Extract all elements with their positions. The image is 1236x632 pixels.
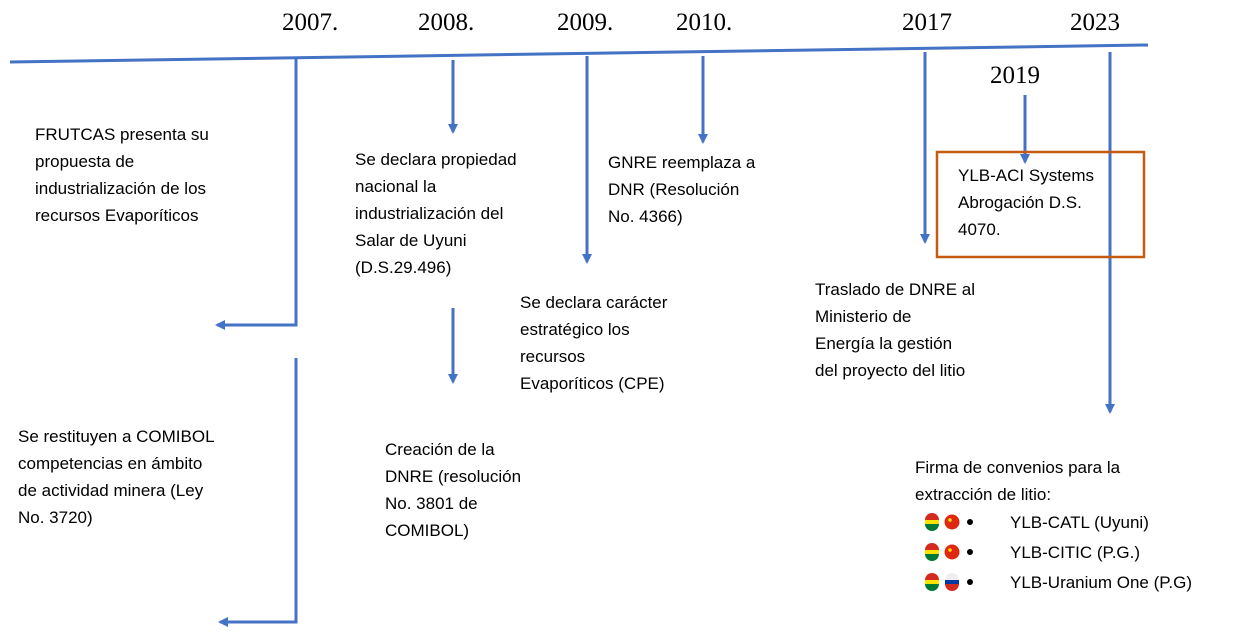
agreement-text: YLB-CATL (Uyuni): [1010, 513, 1149, 532]
event-text: Se declara propiedad: [355, 150, 517, 169]
event-text: FRUTCAS presenta su: [35, 125, 209, 144]
event-text: Se declara carácter: [520, 293, 668, 312]
flag-bolivia: [925, 513, 939, 520]
flag-bolivia: [925, 524, 939, 531]
highlight-box: [935, 150, 1146, 259]
event-text: de actividad minera (Ley: [18, 481, 204, 500]
event-text: nacional la: [355, 177, 437, 196]
event-text: competencias en ámbito: [18, 454, 202, 473]
flag-bolivia: [925, 584, 939, 591]
event-text: No. 4366): [608, 207, 683, 226]
year-label: 2010.: [676, 9, 732, 36]
year-label: 2023: [1070, 9, 1120, 36]
flag-china: [944, 544, 960, 560]
year-label: 2019: [990, 62, 1040, 89]
year-label: 2009.: [557, 9, 613, 36]
arrow: [218, 358, 298, 627]
agreement-text: YLB-Uranium One (P.G): [1010, 573, 1192, 592]
event-text: GNRE reemplaza a: [608, 153, 756, 172]
flag-russia: [945, 584, 959, 591]
event-text: Abrogación D.S.: [958, 193, 1082, 212]
year-label: 2007.: [282, 9, 338, 36]
event-text: industrialización del: [355, 204, 503, 223]
year-label: 2017: [902, 9, 952, 36]
flag-bolivia: [925, 554, 939, 561]
event-text: Energía la gestión: [815, 334, 952, 353]
event-text: Salar de Uyuni: [355, 231, 467, 250]
event-text: No. 3720): [18, 508, 93, 527]
flag-bolivia: [925, 580, 939, 584]
event-text: (D.S.29.496): [355, 258, 451, 277]
bullet: [967, 519, 973, 525]
event-text: recursos Evaporíticos: [35, 206, 198, 225]
event-text: Ministerio de: [815, 307, 911, 326]
event-text: DNR (Resolución: [608, 180, 739, 199]
flag-bolivia: [925, 520, 939, 524]
event-text: estratégico los: [520, 320, 630, 339]
event-text: No. 3801 de: [385, 494, 478, 513]
event-text: Traslado de DNRE al: [815, 280, 975, 299]
event-text: industrialización de los: [35, 179, 206, 198]
event-text: 4070.: [958, 220, 1001, 239]
timeline-axis: [9, 43, 1149, 64]
event-text: YLB-ACI Systems: [958, 166, 1094, 185]
year-label: 2008.: [418, 9, 474, 36]
event-text: recursos: [520, 347, 585, 366]
flag-china: [948, 548, 952, 552]
event-text: COMIBOL): [385, 521, 469, 540]
flag-russia: [945, 573, 959, 580]
arrows: [9, 43, 1149, 627]
event-text: Evaporíticos (CPE): [520, 374, 665, 393]
agreement-text: YLB-CITIC (P.G.): [1010, 543, 1140, 562]
flag-russia: [945, 580, 959, 584]
flag-bolivia: [925, 550, 939, 554]
arrow: [215, 58, 298, 330]
flag-bolivia: [925, 543, 939, 550]
flag-china: [948, 518, 952, 522]
flag-bolivia: [925, 573, 939, 580]
event-text: Se restituyen a COMIBOL: [18, 427, 215, 446]
event-text: extracción de litio:: [915, 485, 1051, 504]
event-text: del proyecto del litio: [815, 361, 965, 380]
event-text: propuesta de: [35, 152, 134, 171]
event-text: Firma de convenios para la: [915, 458, 1121, 477]
bullet: [967, 579, 973, 585]
flag-china: [944, 514, 960, 530]
event-text: DNRE (resolución: [385, 467, 521, 486]
event-text: Creación de la: [385, 440, 495, 459]
bullet: [967, 549, 973, 555]
